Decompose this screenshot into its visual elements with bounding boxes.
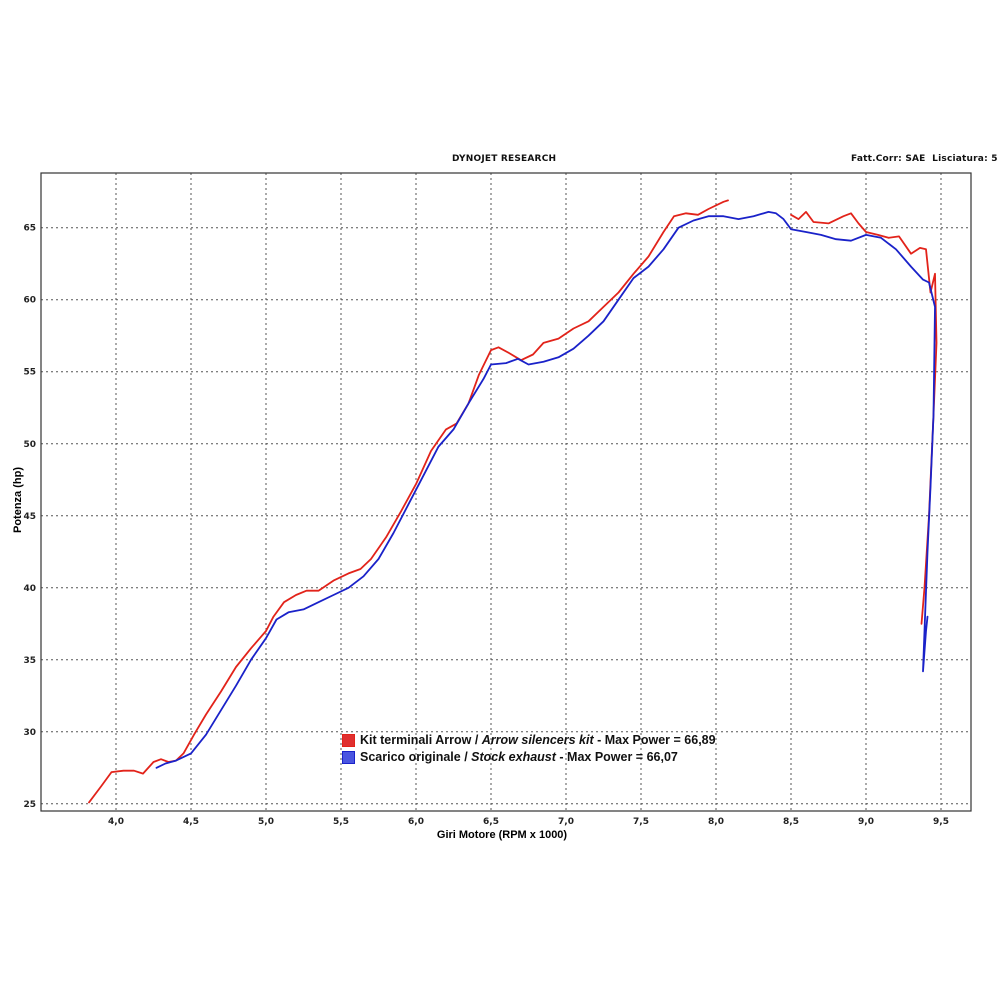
x-tick-label: 5,5 <box>333 817 349 827</box>
y-tick-label: 60 <box>23 296 36 306</box>
x-tick-label: 9,0 <box>858 817 874 827</box>
x-tick-label: 5,0 <box>258 817 274 827</box>
header-title: DYNOJET RESEARCH <box>452 154 557 164</box>
x-tick-label: 8,5 <box>783 817 799 827</box>
y-tick-label: 30 <box>23 728 36 738</box>
x-tick-label: 4,5 <box>183 817 199 827</box>
x-axis-label: Giri Motore (RPM x 1000) <box>437 829 568 841</box>
y-tick-labels: 25 30 35 40 45 50 55 60 65 <box>23 224 36 810</box>
y-tick-label: 65 <box>23 224 36 234</box>
x-tick-label: 6,5 <box>483 817 499 827</box>
legend-label-arrow: Kit terminali Arrow / Arrow silencers ki… <box>360 733 716 747</box>
legend-swatch-red <box>342 734 355 747</box>
chart-legend: Kit terminali Arrow / Arrow silencers ki… <box>342 732 716 766</box>
legend-entry-arrow: Kit terminali Arrow / Arrow silencers ki… <box>342 732 716 749</box>
series-line-stock <box>155 211 936 769</box>
plot-frame <box>40 172 972 812</box>
legend-entry-stock: Scarico originale / Stock exhaust - Max … <box>342 749 716 766</box>
y-tick-label: 45 <box>23 512 36 522</box>
legend-label-stock: Scarico originale / Stock exhaust - Max … <box>360 750 678 764</box>
x-tick-label: 6,0 <box>408 817 424 827</box>
x-tick-labels: 4,0 4,5 5,0 5,5 6,0 6,5 7,0 7,5 8,0 8,5 9,0 9,5 <box>108 817 949 827</box>
x-tick-label: 9,5 <box>933 817 949 827</box>
legend-swatch-blue <box>342 751 355 764</box>
x-tick-label: 7,5 <box>633 817 649 827</box>
header-correction: Fatt.Corr: SAE Lisciatura: 5 <box>851 154 998 164</box>
y-axis-label: Potenza (hp) <box>12 467 24 533</box>
y-tick-label: 40 <box>23 584 36 594</box>
chart-series <box>88 199 938 804</box>
y-tick-label: 50 <box>23 440 36 450</box>
x-tick-label: 4,0 <box>108 817 124 827</box>
y-tick-label: 35 <box>23 656 36 666</box>
x-tick-label: 8,0 <box>708 817 724 827</box>
x-tick-label: 7,0 <box>558 817 574 827</box>
y-tick-label: 25 <box>23 800 36 810</box>
y-tick-label: 55 <box>23 368 36 378</box>
series-line-arrow <box>88 199 938 804</box>
chart-grid <box>41 173 971 811</box>
